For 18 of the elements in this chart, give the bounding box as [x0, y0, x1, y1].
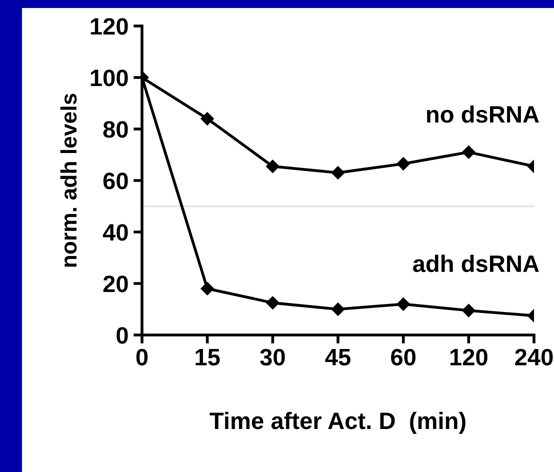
- y-axis-title: norm. adh levels: [60, 94, 77, 267]
- x-tick-label: 60: [391, 348, 416, 366]
- x-tick-label: 15: [196, 349, 220, 366]
- x-tick-label: 120: [450, 348, 488, 366]
- x-tick-label: 30: [260, 348, 285, 366]
- x-axis-title: Time after Act. D (min): [210, 412, 466, 434]
- series-label: no dsRNA: [427, 105, 539, 123]
- x-tick-label: 45: [325, 349, 350, 366]
- y-tick-label: 0: [116, 327, 128, 344]
- series-label: adh dsRNA: [413, 254, 539, 272]
- x-tick-label: 240: [515, 348, 553, 366]
- y-tick-label: 60: [103, 172, 128, 190]
- y-tick-label: 120: [90, 18, 128, 35]
- y-tick-label: 20: [103, 276, 128, 292]
- y-tick-label: 40: [102, 224, 128, 241]
- x-tick-label: 0: [136, 348, 148, 366]
- y-tick-label: 80: [103, 121, 128, 138]
- y-tick-label: 100: [90, 70, 128, 86]
